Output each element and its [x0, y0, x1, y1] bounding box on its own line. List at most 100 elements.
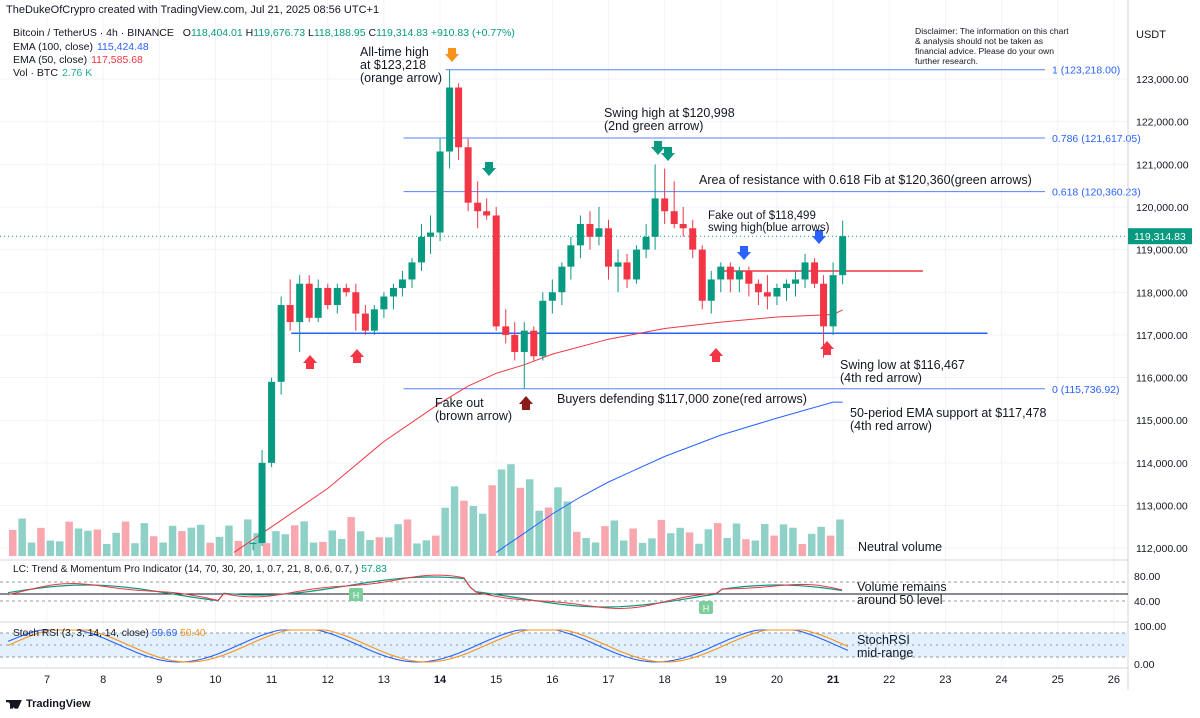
candle-body [548, 292, 556, 301]
candle-body [370, 309, 378, 331]
volume-bar [140, 523, 149, 556]
time-tick-label: 17 [602, 674, 614, 686]
stoch-tick-label: 100.00 [1134, 621, 1166, 633]
lc-tick-label: 80.00 [1134, 571, 1160, 583]
candle-body [305, 283, 313, 318]
red-arrow-icon [303, 355, 317, 369]
volume-bar [403, 519, 412, 556]
volume-bar [826, 535, 835, 556]
volume-bar [18, 518, 26, 556]
volume-bar [272, 531, 280, 556]
volume-bar [432, 535, 440, 556]
volume-bar [808, 533, 816, 556]
price-tick-label: 117,000.00 [1136, 330, 1188, 342]
volume-bar [676, 527, 684, 556]
candle-body [726, 266, 734, 280]
candle-body [333, 287, 341, 306]
grid [0, 0, 1128, 668]
time-tick-label: 8 [100, 674, 106, 686]
candle-body [829, 275, 837, 327]
candle-body [707, 279, 715, 301]
volume-bar [131, 543, 139, 556]
volume-bar [356, 531, 365, 556]
candle-body [427, 232, 435, 237]
stoch-tick-label: 0.00 [1134, 659, 1155, 671]
annotation-buyers: Buyers defending $117,000 zone(red arrow… [557, 392, 807, 406]
lc-tick-label: 40.00 [1134, 596, 1160, 608]
candle-body [567, 245, 575, 267]
blue-arrow-icon [812, 230, 826, 244]
stoch-k-line [7, 629, 849, 663]
time-tick-label: 10 [209, 674, 221, 686]
price-tick-label: 112,000.00 [1136, 543, 1188, 555]
candle-body [418, 236, 426, 263]
volume-bar [544, 507, 553, 556]
fib-level-label: 0.618 (120,360.23) [1052, 187, 1141, 199]
symbol-title: Bitcoin / TetherUS · 4h · BINANCE [13, 27, 174, 39]
volume-bar [836, 519, 844, 556]
volume-bar [554, 487, 562, 556]
volume-bar [65, 521, 73, 556]
price-tick-label: 118,000.00 [1136, 287, 1188, 299]
volume-bar [563, 501, 572, 556]
footer-brand: TradingView [6, 698, 91, 710]
candle-body [464, 147, 472, 203]
time-tick-label: 11 [266, 674, 277, 686]
volume-bar [281, 534, 290, 556]
red-arrow-icon [820, 341, 834, 355]
volume-bar [610, 520, 619, 556]
volume-bar [648, 538, 656, 556]
candle-body [455, 87, 463, 148]
candle-body [773, 287, 781, 297]
volume-bar [667, 533, 675, 556]
candle-body [314, 287, 322, 318]
candle-body [342, 287, 350, 293]
candle-body [258, 462, 266, 544]
overlay-lines: 1 (123,218.00) 0.786 (121,617.05) 0.618 (1… [0, 65, 1141, 553]
current-price-tag [1128, 228, 1192, 245]
candle-body [576, 224, 584, 246]
legend-ema100[interactable]: EMA (100, close) 115,424.48 [13, 41, 149, 53]
stoch-k-value: 59.69 [151, 628, 178, 639]
volume-bar [366, 539, 374, 556]
volume-bar [37, 527, 45, 556]
annotation-fakeout-brown: Fake out (brown arrow) [435, 396, 513, 423]
legend-ema50[interactable]: EMA (50, close) 117,585.68 [13, 54, 143, 66]
ohlc-high: 119,676.73 [253, 27, 306, 39]
candle-body [754, 283, 762, 293]
lc-indicator-header[interactable]: LC: Trend & Momentum Pro Indicator (14, … [13, 564, 387, 575]
ohlc-change: +910.83 (+0.77%) [430, 27, 515, 39]
volume-bar [300, 521, 308, 556]
volume-bar [460, 500, 468, 556]
time-tick-label: 18 [659, 674, 671, 686]
volume-bar [469, 506, 478, 556]
symbol-line: Bitcoin / TetherUS · 4h · BINANCE O118,4… [13, 27, 515, 39]
candle-body [633, 249, 641, 280]
candle-body [324, 287, 332, 306]
volume-bar [206, 542, 214, 556]
red-arrow-icon [350, 349, 364, 363]
currency-label[interactable]: USDT [1136, 29, 1166, 41]
legend-volume[interactable]: Vol · BTC 2.76 K [13, 67, 93, 79]
time-axis: 7 8 9 10 11 12 13 14 15 16 17 18 19 20 21 22 23 24 25 26 [0, 667, 1128, 686]
volume-bar [56, 541, 64, 556]
stoch-rsi-header[interactable]: Stoch RSI (3, 3, 14, 14, close) 59.69 50… [13, 628, 206, 639]
candle-body [530, 330, 538, 357]
lc-marker-label: H [353, 591, 360, 601]
volume-bar [742, 539, 750, 556]
volume-bar [695, 543, 703, 556]
fib-level-label: 1 (123,218.00) [1052, 65, 1120, 77]
tradingview-logo-icon [6, 699, 22, 709]
candle-body [661, 198, 669, 212]
time-tick-label: 21 [827, 674, 839, 686]
green-arrow-icon [661, 147, 675, 161]
annotation-stoch-mid: StochRSI mid-range [857, 633, 914, 660]
volume-bar [751, 540, 760, 556]
volume-bar [714, 523, 722, 556]
fib-level-label: 0 (115,736.92) [1052, 384, 1120, 396]
candle-body [352, 292, 360, 314]
volume-bar [394, 524, 402, 556]
volume-bar [234, 540, 243, 556]
candle-body [502, 326, 510, 335]
